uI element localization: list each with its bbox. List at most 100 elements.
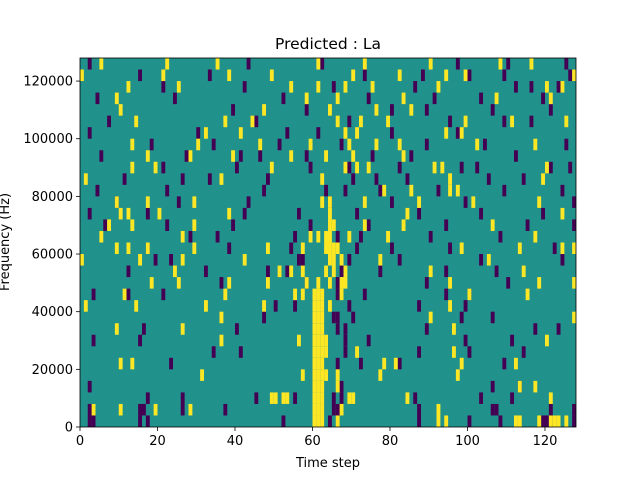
heatmap-cell-low [293, 300, 298, 312]
heatmap-cell-low [390, 104, 394, 116]
heatmap-cell-low [254, 115, 259, 128]
heatmap-cell-low [521, 346, 526, 358]
heatmap-cell-low [421, 69, 425, 82]
heatmap-cell-high [297, 334, 301, 347]
heatmap-cell-low [564, 138, 569, 151]
heatmap-cell-high [548, 392, 553, 404]
heatmap-cell-high [300, 369, 305, 381]
heatmap-cell-high [564, 415, 569, 427]
heatmap-cell-low [378, 265, 383, 278]
heatmap-cell-high [312, 288, 317, 301]
heatmap-cell-high [324, 346, 329, 358]
heatmap-cell-high [145, 242, 150, 255]
heatmap-cell-low [138, 403, 143, 416]
heatmap-cell-high [331, 219, 336, 231]
heatmap-cell-low [219, 277, 224, 289]
heatmap-cell-high [444, 127, 449, 139]
heatmap-cell-low [564, 58, 569, 70]
heatmap-cell-low [231, 219, 236, 231]
heatmap-cell-high [335, 242, 340, 255]
heatmap-cell-low [572, 219, 577, 231]
heatmap-cell-high [351, 150, 356, 162]
heatmap-cell-high [320, 346, 325, 358]
heatmap-cell-high [153, 403, 158, 416]
heatmap-cell-low [405, 173, 410, 185]
heatmap-cell-low [467, 346, 472, 358]
heatmap-cell-high [343, 277, 348, 289]
heatmap-cell-low [211, 346, 216, 358]
heatmap-cell-high [320, 173, 325, 185]
heatmap-cell-low [281, 92, 286, 105]
heatmap-cell-high [316, 311, 321, 324]
heatmap-cell-low [293, 392, 298, 404]
heatmap-cell-high [80, 254, 84, 266]
heatmap-cell-low [463, 334, 468, 347]
heatmap-cell-high [545, 81, 549, 93]
heatmap-cell-high [320, 323, 325, 335]
heatmap-cell-high [316, 277, 321, 289]
heatmap-cell-low [568, 161, 573, 174]
heatmap-cell-low [142, 403, 146, 416]
heatmap-cell-low [417, 415, 422, 427]
heatmap-cell-high [118, 357, 123, 370]
heatmap-cell-low [560, 254, 565, 266]
heatmap-cell-low [362, 69, 367, 82]
heatmap-cell-low [335, 357, 340, 370]
heatmap-cell-high [432, 161, 437, 174]
heatmap-cell-low [548, 104, 553, 116]
heatmap-cell-high [459, 357, 464, 370]
heatmap-cell-high [401, 92, 406, 105]
heatmap-cell-low [347, 115, 352, 128]
heatmap-cell-low [506, 277, 511, 289]
heatmap-cell-high [316, 380, 321, 393]
heatmap-cell-high [331, 254, 336, 266]
heatmap-cell-low [138, 415, 143, 427]
heatmap-cell-high [455, 184, 460, 197]
heatmap-cell-high [157, 207, 162, 220]
heatmap-cell-low [107, 115, 112, 128]
heatmap-cell-high [328, 242, 332, 255]
heatmap-cell-high [316, 334, 321, 347]
heatmap-cell-high [320, 392, 325, 404]
heatmap-cell-low [541, 92, 546, 105]
heatmap-cell-low [87, 380, 92, 393]
heatmap-cell-low [424, 138, 429, 151]
heatmap-cell-low [161, 161, 166, 174]
heatmap-cell-high [316, 323, 321, 335]
heatmap-cell-high [537, 277, 542, 289]
heatmap-cell-high [374, 138, 379, 151]
heatmap-cell-high [362, 58, 367, 70]
heatmap-cell-high [328, 254, 332, 266]
heatmap-cell-high [459, 242, 464, 255]
heatmap-cell-high [355, 346, 360, 358]
y-axis-ticks: 0 20000 40000 60000 80000 100000 120000 [23, 75, 80, 436]
heatmap-cell-low [521, 173, 526, 185]
heatmap-cell-low [424, 277, 429, 289]
heatmap-cell-high [238, 127, 243, 139]
heatmap-cell-low [165, 184, 170, 197]
heatmap-cell-low [138, 334, 143, 347]
heatmap-cell-high [436, 81, 441, 93]
heatmap-cell-high [339, 403, 344, 416]
heatmap-cell-low [91, 288, 96, 301]
heatmap-cell-high [312, 380, 317, 393]
heatmap-cell-low [436, 184, 441, 197]
heatmap-cell-high [316, 58, 321, 70]
heatmap-cell-high [312, 369, 317, 381]
heatmap-cell-low [328, 415, 332, 427]
heatmap-cell-low [548, 161, 553, 174]
heatmap-cell-high [405, 392, 410, 404]
heatmap-cell-high [556, 415, 561, 427]
heatmap-cell-high [312, 323, 317, 335]
heatmap-cell-low [448, 115, 453, 128]
heatmap-cell-high [130, 357, 135, 370]
heatmap-cell-low [87, 403, 92, 416]
y-tick-label: 100000 [23, 132, 73, 147]
heatmap-cell-high [545, 161, 549, 174]
heatmap-cell-low [432, 92, 437, 105]
heatmap-cell-low [343, 184, 348, 197]
heatmap-cell-high [316, 300, 321, 312]
heatmap-cell-low [483, 138, 487, 151]
heatmap-cell-high [192, 242, 197, 255]
heatmap-cell-low [514, 81, 518, 93]
